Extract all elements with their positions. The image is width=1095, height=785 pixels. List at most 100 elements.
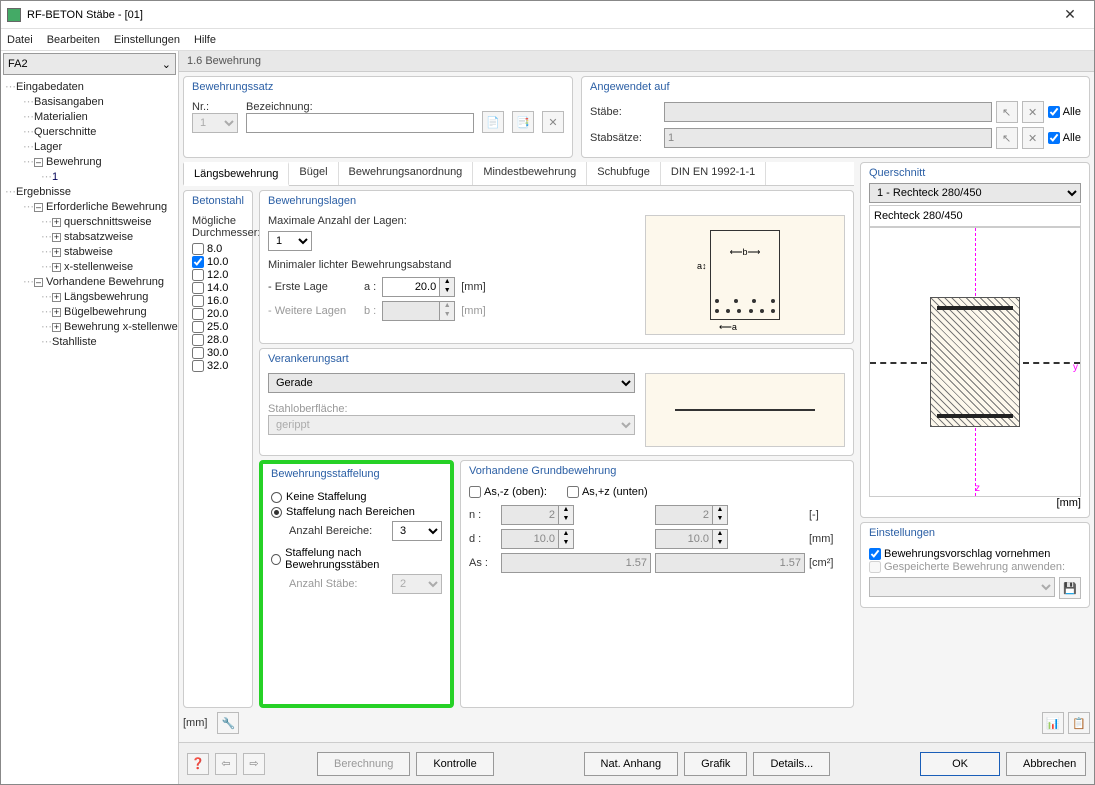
menu-hilfe[interactable]: Hilfe <box>194 34 216 46</box>
d1-spin[interactable]: ▲▼ <box>501 529 651 549</box>
berechnung-button[interactable]: Berechnung <box>317 752 410 776</box>
tree-stabweise[interactable]: +stabweise <box>1 244 178 259</box>
d2-spin[interactable]: ▲▼ <box>655 529 805 549</box>
tree-stabsatzweise[interactable]: +stabsatzweise <box>1 229 178 244</box>
details-button[interactable]: Details... <box>753 752 830 776</box>
tree-querschnitte[interactable]: Querschnitte <box>1 124 178 139</box>
anzahl-bereiche-select[interactable]: 3 <box>392 521 442 541</box>
querschnitt-select[interactable]: 1 - Rechteck 280/450 <box>869 183 1081 203</box>
as2-input <box>655 553 805 573</box>
next-icon[interactable]: ⇨ <box>243 753 265 775</box>
pick-stabe-icon[interactable]: ↖ <box>996 101 1018 123</box>
diameter-check-30.0[interactable]: 30.0 <box>192 347 244 359</box>
tree-lager[interactable]: Lager <box>1 139 178 154</box>
alle-stabsatze-check[interactable]: Alle <box>1048 132 1081 144</box>
n2-spin[interactable]: ▲▼ <box>655 505 805 525</box>
prev-icon[interactable]: ⇦ <box>215 753 237 775</box>
footer: ❓ ⇦ ⇨ Berechnung Kontrolle Nat. Anhang G… <box>179 742 1094 784</box>
kontrolle-button[interactable]: Kontrolle <box>416 752 493 776</box>
as-unten-check[interactable]: As,+z (unten) <box>567 486 648 498</box>
tree-bewehrung[interactable]: –Bewehrung <box>1 154 178 169</box>
nat-anhang-button[interactable]: Nat. Anhang <box>584 752 679 776</box>
diameter-check-10.0[interactable]: 10.0 <box>192 256 244 268</box>
tab-din[interactable]: DIN EN 1992-1-1 <box>661 162 766 185</box>
tab-langsbewehrung[interactable]: Längsbewehrung <box>183 162 289 186</box>
new-icon[interactable]: 📄 <box>482 111 504 133</box>
diameter-check-12.0[interactable]: 12.0 <box>192 269 244 281</box>
report1-icon[interactable]: 📊 <box>1042 712 1064 734</box>
pick-stabsatze-icon[interactable]: ↖ <box>996 127 1018 149</box>
alle-stabe-check[interactable]: Alle <box>1048 106 1081 118</box>
tree-ergebnisse[interactable]: Ergebnisse <box>1 184 178 199</box>
abbrechen-button[interactable]: Abbrechen <box>1006 752 1086 776</box>
tree-bewehrung-1[interactable]: 1 <box>1 169 178 184</box>
vorschlag-check[interactable]: Bewehrungsvorschlag vornehmen <box>869 548 1081 560</box>
tree-bew-xstellen[interactable]: +Bewehrung x-stellenweise <box>1 319 178 334</box>
tree-xstellenweise[interactable]: +x-stellenweise <box>1 259 178 274</box>
staffelung-title: Bewehrungsstaffelung <box>263 464 450 484</box>
tree-erf-bewehrung[interactable]: –Erforderliche Bewehrung <box>1 199 178 214</box>
querschnitt-unit: [mm] <box>869 497 1081 509</box>
tree-bugelbewehrung[interactable]: +Bügelbewehrung <box>1 304 178 319</box>
tree-langsbewehrung[interactable]: +Längsbewehrung <box>1 289 178 304</box>
titlebar: RF-BETON Stäbe - [01] ✕ <box>1 1 1094 29</box>
save-icon[interactable]: 💾 <box>1059 577 1081 599</box>
group-staffelung: Bewehrungsstaffelung Keine Staffelung St… <box>259 460 454 708</box>
menu-einstellungen[interactable]: Einstellungen <box>114 34 180 46</box>
diameter-check-16.0[interactable]: 16.0 <box>192 295 244 307</box>
menu-datei[interactable]: Datei <box>7 34 33 46</box>
tree-vorh-bewehrung[interactable]: –Vorhandene Bewehrung <box>1 274 178 289</box>
diameter-check-14.0[interactable]: 14.0 <box>192 282 244 294</box>
stabsatze-input[interactable] <box>664 128 992 148</box>
tab-anordnung[interactable]: Bewehrungsanordnung <box>339 162 474 185</box>
tab-schubfuge[interactable]: Schubfuge <box>587 162 661 185</box>
diameter-check-8.0[interactable]: 8.0 <box>192 243 244 255</box>
tab-mindest[interactable]: Mindestbewehrung <box>473 162 587 185</box>
tree-stahlliste[interactable]: Stahlliste <box>1 334 178 349</box>
group-bewehrungssatz: Bewehrungssatz Nr.: 1 Bezeichnung: 📄 <box>183 76 573 158</box>
erste-lage-label: - Erste Lage <box>268 281 358 293</box>
report2-icon[interactable]: 📋 <box>1068 712 1090 734</box>
ok-button[interactable]: OK <box>920 752 1000 776</box>
grafik-button[interactable]: Grafik <box>684 752 747 776</box>
n-label: n : <box>469 509 497 521</box>
oberflaeche-select: gerippt <box>268 415 635 435</box>
bezeichnung-input[interactable] <box>246 113 474 133</box>
as-oben-check[interactable]: As,-z (oben): <box>469 486 547 498</box>
sidebar-selector-value: FA2 <box>8 58 28 70</box>
stabe-input[interactable] <box>664 102 992 122</box>
app-window: RF-BETON Stäbe - [01] ✕ Datei Bearbeiten… <box>0 0 1095 785</box>
diameter-check-32.0[interactable]: 32.0 <box>192 360 244 372</box>
help-icon[interactable]: ❓ <box>187 753 209 775</box>
gespeichert-select <box>869 577 1055 597</box>
menu-bearbeiten[interactable]: Bearbeiten <box>47 34 100 46</box>
max-lagen-select[interactable]: 1 <box>268 231 312 251</box>
sidebar-selector[interactable]: FA2 ⌄ <box>3 53 176 75</box>
units-icon[interactable]: 🔧 <box>217 712 239 734</box>
tabs: Längsbewehrung Bügel Bewehrungsanordnung… <box>183 162 854 186</box>
copy-icon[interactable]: 📑 <box>512 111 534 133</box>
gespeichert-check[interactable]: Gespeicherte Bewehrung anwenden: <box>869 561 1081 573</box>
close-icon[interactable]: ✕ <box>1052 6 1088 23</box>
tree-querschnittsweise[interactable]: +querschnittsweise <box>1 214 178 229</box>
clear-stabsatze-icon[interactable]: ✕ <box>1022 127 1044 149</box>
diameter-check-25.0[interactable]: 25.0 <box>192 321 244 333</box>
tree-eingabedaten[interactable]: Eingabedaten <box>1 79 178 94</box>
nr-select[interactable]: 1 <box>192 113 238 133</box>
n1-spin[interactable]: ▲▼ <box>501 505 651 525</box>
tree-basisangaben[interactable]: Basisangaben <box>1 94 178 109</box>
anzahl-stabe-label: Anzahl Stäbe: <box>289 578 358 590</box>
min-abstand-label: Minimaler lichter Bewehrungsabstand <box>268 259 635 271</box>
diameter-check-28.0[interactable]: 28.0 <box>192 334 244 346</box>
radio-nach-staben[interactable]: Staffelung nach Bewehrungsstäben <box>271 547 442 571</box>
tab-bugel[interactable]: Bügel <box>289 162 338 185</box>
radio-keine-staffelung[interactable]: Keine Staffelung <box>271 491 442 503</box>
diameter-check-20.0[interactable]: 20.0 <box>192 308 244 320</box>
radio-nach-bereichen[interactable]: Staffelung nach Bereichen <box>271 506 442 518</box>
clear-stabe-icon[interactable]: ✕ <box>1022 101 1044 123</box>
anzahl-bereiche-label: Anzahl Bereiche: <box>289 525 372 537</box>
tree-materialien[interactable]: Materialien <box>1 109 178 124</box>
verankerung-select[interactable]: Gerade <box>268 373 635 393</box>
delete-icon[interactable]: ✕ <box>542 111 564 133</box>
a-spin[interactable]: ▲▼ <box>382 277 455 297</box>
